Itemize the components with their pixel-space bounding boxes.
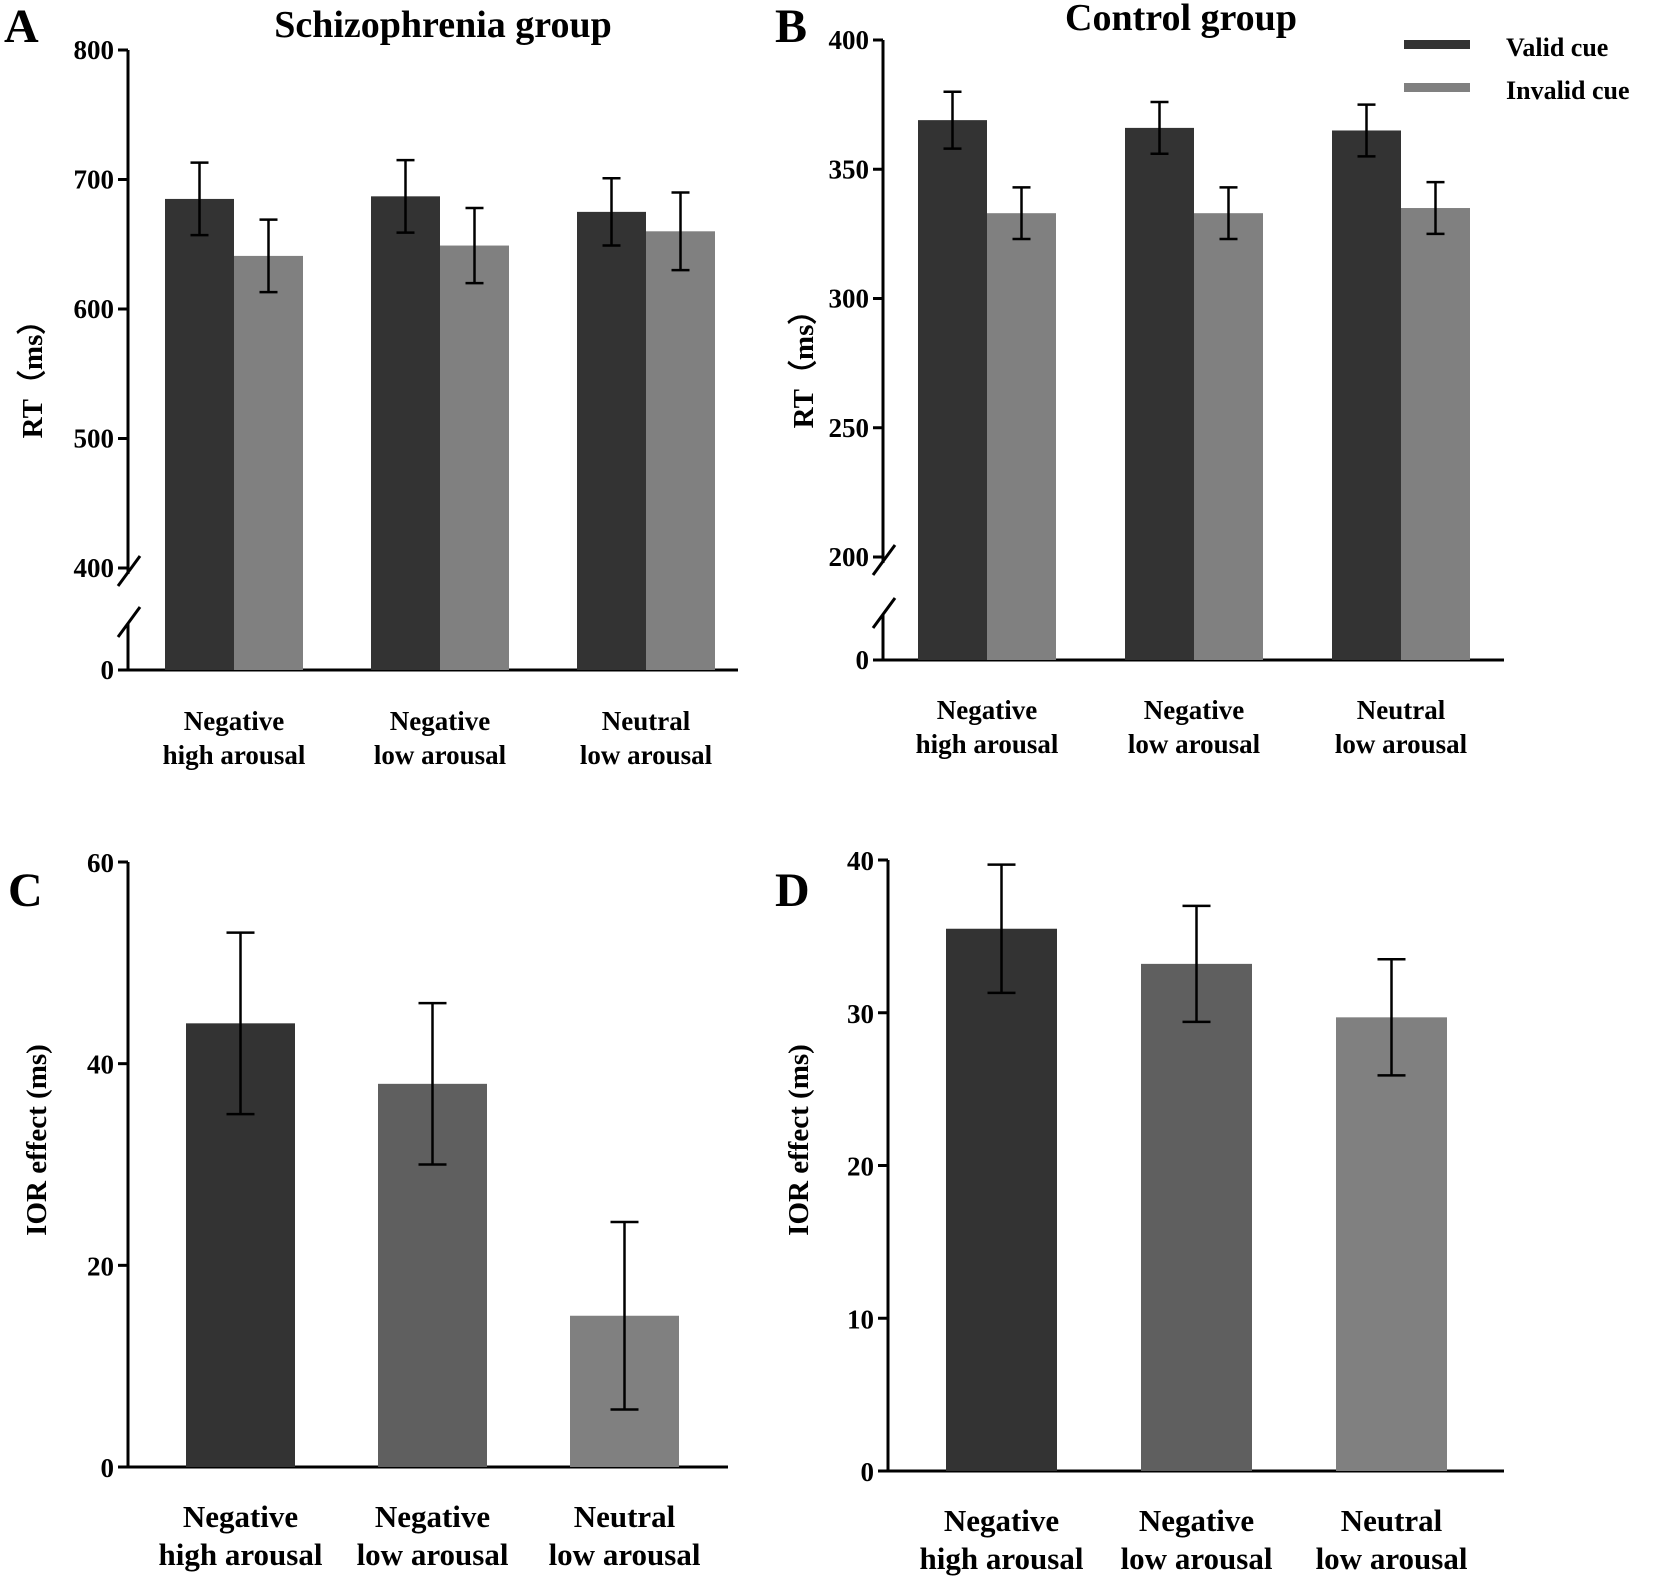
category-label-line1: Negative <box>1139 1503 1254 1538</box>
y-tick-label: 600 <box>74 294 115 324</box>
category-label-line2: high arousal <box>916 729 1059 759</box>
bar-valid <box>1125 127 1194 660</box>
bar-invalid <box>440 245 509 671</box>
bar-valid <box>371 196 440 670</box>
legend: Valid cue Invalid cue <box>1404 33 1630 105</box>
bar-invalid <box>234 255 303 670</box>
category-label-line2: low arousal <box>580 740 713 770</box>
y-tick-label: 40 <box>87 1050 114 1080</box>
y-tick-label: 0 <box>101 1453 115 1483</box>
y-tick-label: 300 <box>829 284 870 314</box>
panel-d-ylabel: IOR effect (ms) <box>783 1044 815 1236</box>
y-tick-label: 500 <box>74 424 115 454</box>
y-tick-label: 250 <box>829 413 870 443</box>
category-label-line1: Negative <box>390 706 490 736</box>
category-label-line1: Neutral <box>574 1499 676 1534</box>
y-tick-label: 800 <box>74 35 115 65</box>
panel-letter-a: A <box>4 0 39 53</box>
bar-valid <box>165 198 234 671</box>
bar <box>1141 963 1252 1471</box>
legend-swatch-valid <box>1404 40 1470 49</box>
category-label-line1: Negative <box>1144 695 1244 725</box>
category-label-line2: high arousal <box>920 1541 1084 1576</box>
bar-valid <box>1332 130 1401 661</box>
panel-a-chart: 0 400 500 600 700 800 Negative high arousal Nega… <box>74 35 738 770</box>
y-tick-label: 200 <box>829 542 870 572</box>
bar-invalid <box>1194 213 1263 660</box>
y-tick-label: 0 <box>861 1457 875 1487</box>
bar <box>946 928 1057 1471</box>
axis-break-mark-upper <box>871 544 897 576</box>
panel-b-chart: 0 200 250 300 350 400 Negative high arousal Nega… <box>829 25 1504 759</box>
legend-label-valid: Valid cue <box>1506 33 1608 62</box>
category-label-line2: high arousal <box>163 740 306 770</box>
y-tick-label: 40 <box>847 846 874 876</box>
category-label-line1: Negative <box>184 706 284 736</box>
axis-break-mark-lower <box>871 597 897 629</box>
category-label-line1: Neutral <box>602 706 691 736</box>
y-tick-label: 0 <box>101 655 115 685</box>
category-label-line1: Negative <box>937 695 1037 725</box>
panel-a-title: Schizophrenia group <box>274 4 612 46</box>
category-label-line1: Neutral <box>1357 695 1446 725</box>
panel-a-ylabel: RT（ms） <box>16 306 49 439</box>
panel-c-ylabel: IOR effect (ms) <box>21 1044 53 1236</box>
panel-letter-b: B <box>775 0 807 53</box>
y-tick-label: 10 <box>847 1304 874 1334</box>
y-tick-label: 60 <box>87 848 114 878</box>
y-tick-label: 700 <box>74 165 115 195</box>
bar-invalid <box>987 213 1056 660</box>
category-label-line2: low arousal <box>549 1537 701 1572</box>
category-label-line2: low arousal <box>1335 729 1468 759</box>
y-tick-label: 400 <box>829 25 870 55</box>
axis-break-mark-upper <box>116 555 142 587</box>
category-label-line2: high arousal <box>159 1537 323 1572</box>
category-label-line2: low arousal <box>1121 1541 1273 1576</box>
category-label-line2: low arousal <box>374 740 507 770</box>
panel-b-ylabel: RT（ms） <box>787 296 820 429</box>
y-tick-label: 30 <box>847 999 874 1029</box>
category-label-line2: low arousal <box>1316 1541 1468 1576</box>
category-label-line2: low arousal <box>1128 729 1261 759</box>
bar-valid <box>577 211 646 670</box>
panel-letter-d: D <box>775 864 810 917</box>
bar-invalid <box>646 231 715 671</box>
legend-swatch-invalid <box>1404 83 1470 92</box>
panel-b-title: Control group <box>1065 0 1297 39</box>
category-label-line1: Negative <box>375 1499 490 1534</box>
bar <box>1336 1017 1447 1471</box>
y-tick-label: 350 <box>829 154 870 184</box>
panel-letter-c: C <box>8 864 43 917</box>
legend-label-invalid: Invalid cue <box>1506 76 1630 105</box>
y-tick-label: 20 <box>847 1152 874 1182</box>
axis-break-mark-lower <box>116 606 142 638</box>
y-tick-label: 400 <box>74 553 115 583</box>
y-tick-label: 0 <box>856 645 870 675</box>
bar-invalid <box>1401 208 1470 660</box>
category-label-line2: low arousal <box>357 1537 509 1572</box>
category-label-line1: Negative <box>183 1499 298 1534</box>
category-label-line1: Neutral <box>1341 1503 1443 1538</box>
bar-valid <box>918 120 987 660</box>
category-label-line1: Negative <box>944 1503 1059 1538</box>
y-tick-label: 20 <box>87 1251 114 1281</box>
